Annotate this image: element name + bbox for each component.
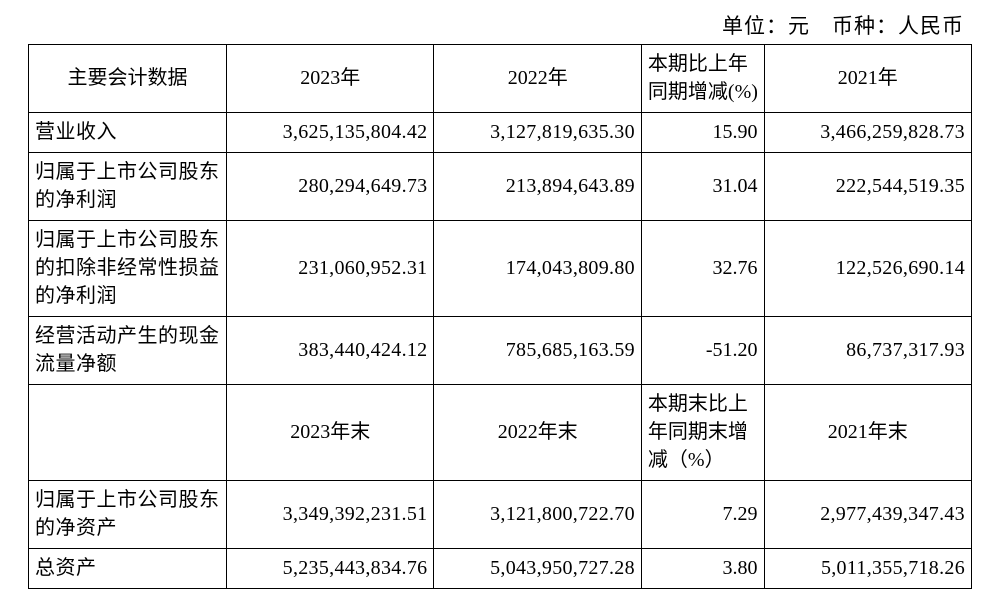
col-header-metric: 主要会计数据 <box>29 45 227 113</box>
table-row: 总资产 5,235,443,834.76 5,043,950,727.28 3.… <box>29 549 972 589</box>
col-header-blank <box>29 385 227 481</box>
cell-value: 122,526,690.14 <box>764 221 972 317</box>
cell-value: 222,544,519.35 <box>764 153 972 221</box>
col-header-2023: 2023年 <box>227 45 434 113</box>
table-row: 归属于上市公司股东的扣除非经常性损益的净利润 231,060,952.31 17… <box>29 221 972 317</box>
table-header-row: 2023年末 2022年末 本期末比上年同期末增减（%） 2021年末 <box>29 385 972 481</box>
table-header-row: 主要会计数据 2023年 2022年 本期比上年同期增减(%) 2021年 <box>29 45 972 113</box>
col-header-2022-end: 2022年末 <box>434 385 641 481</box>
col-header-2023-end: 2023年末 <box>227 385 434 481</box>
cell-value: 5,043,950,727.28 <box>434 549 641 589</box>
cell-change: -51.20 <box>641 317 764 385</box>
row-label: 营业收入 <box>29 113 227 153</box>
row-label: 归属于上市公司股东的净利润 <box>29 153 227 221</box>
cell-value: 3,349,392,231.51 <box>227 481 434 549</box>
col-header-2021: 2021年 <box>764 45 972 113</box>
col-header-change: 本期比上年同期增减(%) <box>641 45 764 113</box>
table-row: 归属于上市公司股东的净利润 280,294,649.73 213,894,643… <box>29 153 972 221</box>
cell-change: 3.80 <box>641 549 764 589</box>
cell-change: 15.90 <box>641 113 764 153</box>
cell-value: 785,685,163.59 <box>434 317 641 385</box>
cell-value: 5,011,355,718.26 <box>764 549 972 589</box>
unit-line: 单位：元 币种：人民币 <box>28 10 972 40</box>
cell-value: 383,440,424.12 <box>227 317 434 385</box>
cell-change: 7.29 <box>641 481 764 549</box>
row-label: 归属于上市公司股东的净资产 <box>29 481 227 549</box>
table-row: 营业收入 3,625,135,804.42 3,127,819,635.30 1… <box>29 113 972 153</box>
col-header-2022: 2022年 <box>434 45 641 113</box>
col-header-2021-end: 2021年末 <box>764 385 972 481</box>
financial-table: 主要会计数据 2023年 2022年 本期比上年同期增减(%) 2021年 营业… <box>28 44 972 589</box>
col-header-change-end: 本期末比上年同期末增减（%） <box>641 385 764 481</box>
cell-value: 3,127,819,635.30 <box>434 113 641 153</box>
row-label: 总资产 <box>29 549 227 589</box>
cell-value: 3,121,800,722.70 <box>434 481 641 549</box>
cell-value: 231,060,952.31 <box>227 221 434 317</box>
cell-value: 2,977,439,347.43 <box>764 481 972 549</box>
cell-change: 31.04 <box>641 153 764 221</box>
cell-value: 5,235,443,834.76 <box>227 549 434 589</box>
row-label: 经营活动产生的现金流量净额 <box>29 317 227 385</box>
cell-value: 174,043,809.80 <box>434 221 641 317</box>
cell-value: 86,737,317.93 <box>764 317 972 385</box>
table-row: 经营活动产生的现金流量净额 383,440,424.12 785,685,163… <box>29 317 972 385</box>
table-row: 归属于上市公司股东的净资产 3,349,392,231.51 3,121,800… <box>29 481 972 549</box>
cell-value: 3,466,259,828.73 <box>764 113 972 153</box>
cell-value: 213,894,643.89 <box>434 153 641 221</box>
row-label: 归属于上市公司股东的扣除非经常性损益的净利润 <box>29 221 227 317</box>
cell-value: 280,294,649.73 <box>227 153 434 221</box>
cell-change: 32.76 <box>641 221 764 317</box>
cell-value: 3,625,135,804.42 <box>227 113 434 153</box>
